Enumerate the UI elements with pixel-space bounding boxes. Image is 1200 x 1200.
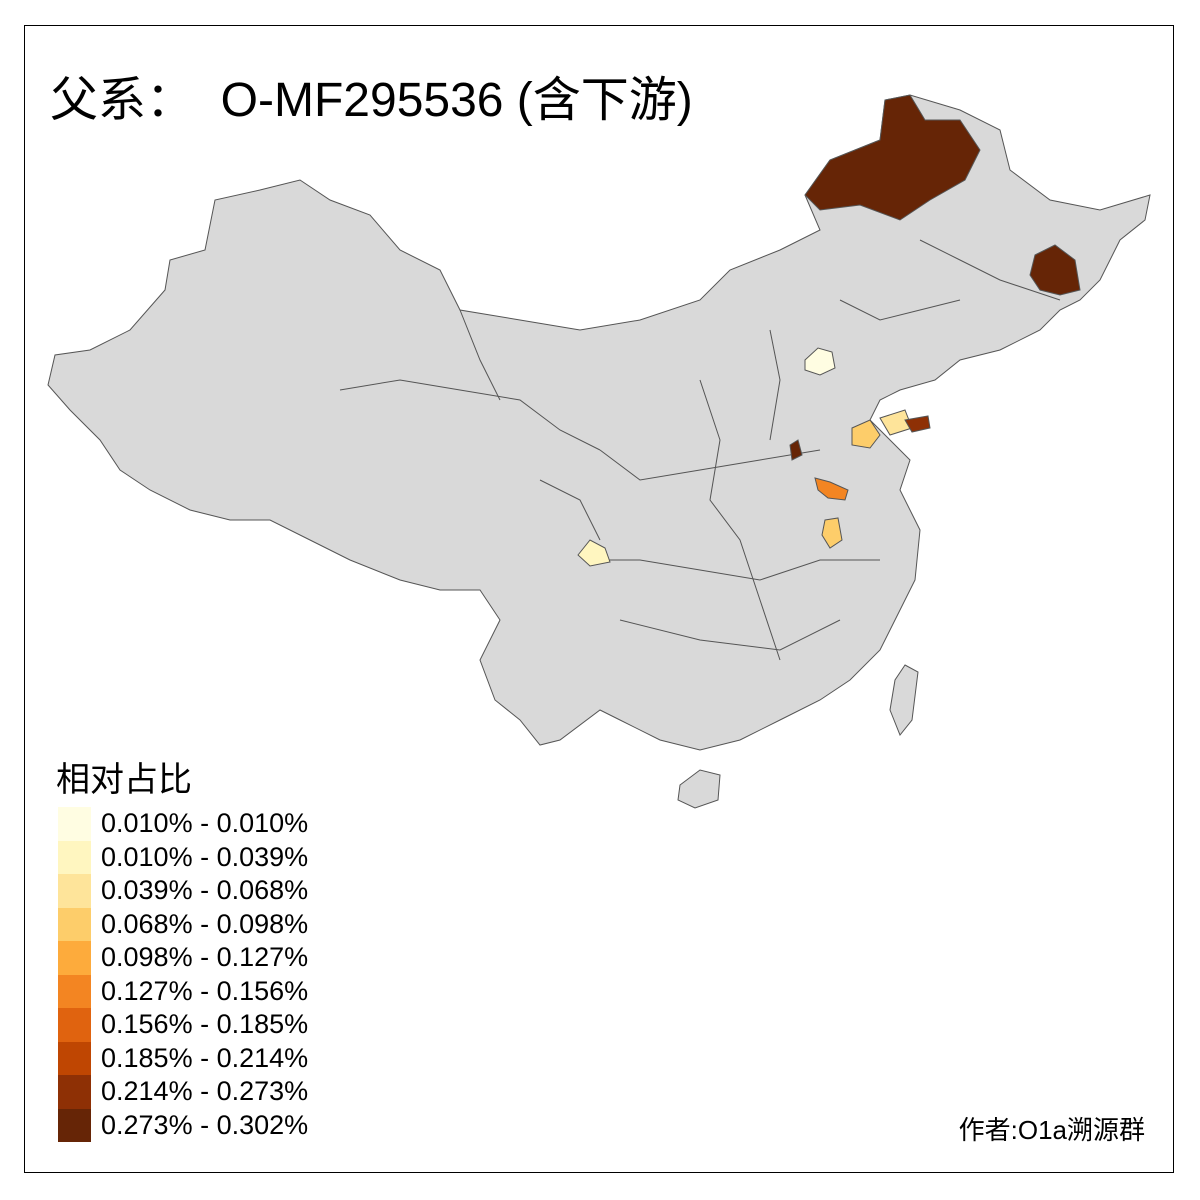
legend-item: 0.156% - 0.185%	[58, 1008, 308, 1042]
legend-swatch	[58, 1108, 91, 1142]
region-heilongjiang-east	[1029, 244, 1081, 296]
map-title: 父系： O-MF295536 (含下游)	[50, 74, 693, 127]
region-shandong-tip	[904, 415, 931, 433]
legend-swatch	[58, 1041, 91, 1075]
province-borders	[339, 239, 1061, 661]
legend-item: 0.068% - 0.098%	[58, 907, 309, 941]
region-inner-mongolia-northeast	[804, 94, 981, 221]
china-mainland	[47, 94, 1151, 751]
legend-item: 0.010% - 0.039%	[58, 840, 309, 874]
legend-label: 0.039% - 0.068%	[101, 875, 309, 906]
legend-item: 0.098% - 0.127%	[58, 941, 308, 975]
region-anhui-north	[814, 477, 849, 501]
legend-label: 0.010% - 0.010%	[101, 808, 309, 839]
hainan-island	[677, 769, 721, 809]
legend-label: 0.156% - 0.185%	[101, 1009, 309, 1040]
region-henan-north	[789, 439, 803, 461]
legend-item: 0.127% - 0.156%	[58, 974, 309, 1008]
legend-swatch	[58, 840, 91, 874]
legend-label: 0.098% - 0.127%	[101, 942, 309, 973]
legend-item: 0.039% - 0.068%	[58, 874, 308, 908]
legend-swatch	[58, 1075, 91, 1109]
legend-swatch	[58, 807, 91, 841]
region-beijing	[804, 347, 836, 376]
author-credit: 作者:O1a溯源群	[958, 1115, 1145, 1145]
legend-item: 0.185% - 0.214%	[58, 1041, 309, 1075]
legend-item: 0.273% - 0.302%	[58, 1108, 309, 1142]
region-anhui-central	[821, 517, 843, 549]
legend-swatch	[58, 907, 91, 941]
plot-frame	[24, 25, 1174, 1173]
legend-label: 0.127% - 0.156%	[101, 975, 309, 1006]
region-sichuan-chengdu	[577, 539, 611, 567]
legend-label: 0.010% - 0.039%	[101, 841, 309, 872]
legend-swatch	[58, 974, 91, 1008]
legend-item: 0.214% - 0.273%	[58, 1075, 308, 1109]
legend-swatch	[58, 874, 91, 908]
legend-swatch	[58, 1008, 91, 1042]
legend-label: 0.185% - 0.214%	[101, 1042, 309, 1073]
legend-item: 0.010% - 0.010%	[58, 807, 308, 841]
legend-label: 0.273% - 0.302%	[101, 1109, 309, 1140]
legend-title: 相对占比	[56, 760, 192, 800]
legend-label: 0.068% - 0.098%	[101, 908, 309, 939]
taiwan-island	[889, 664, 919, 736]
region-shandong-central	[851, 419, 881, 449]
legend-swatch	[58, 941, 91, 975]
legend-label: 0.214% - 0.273%	[101, 1076, 309, 1107]
